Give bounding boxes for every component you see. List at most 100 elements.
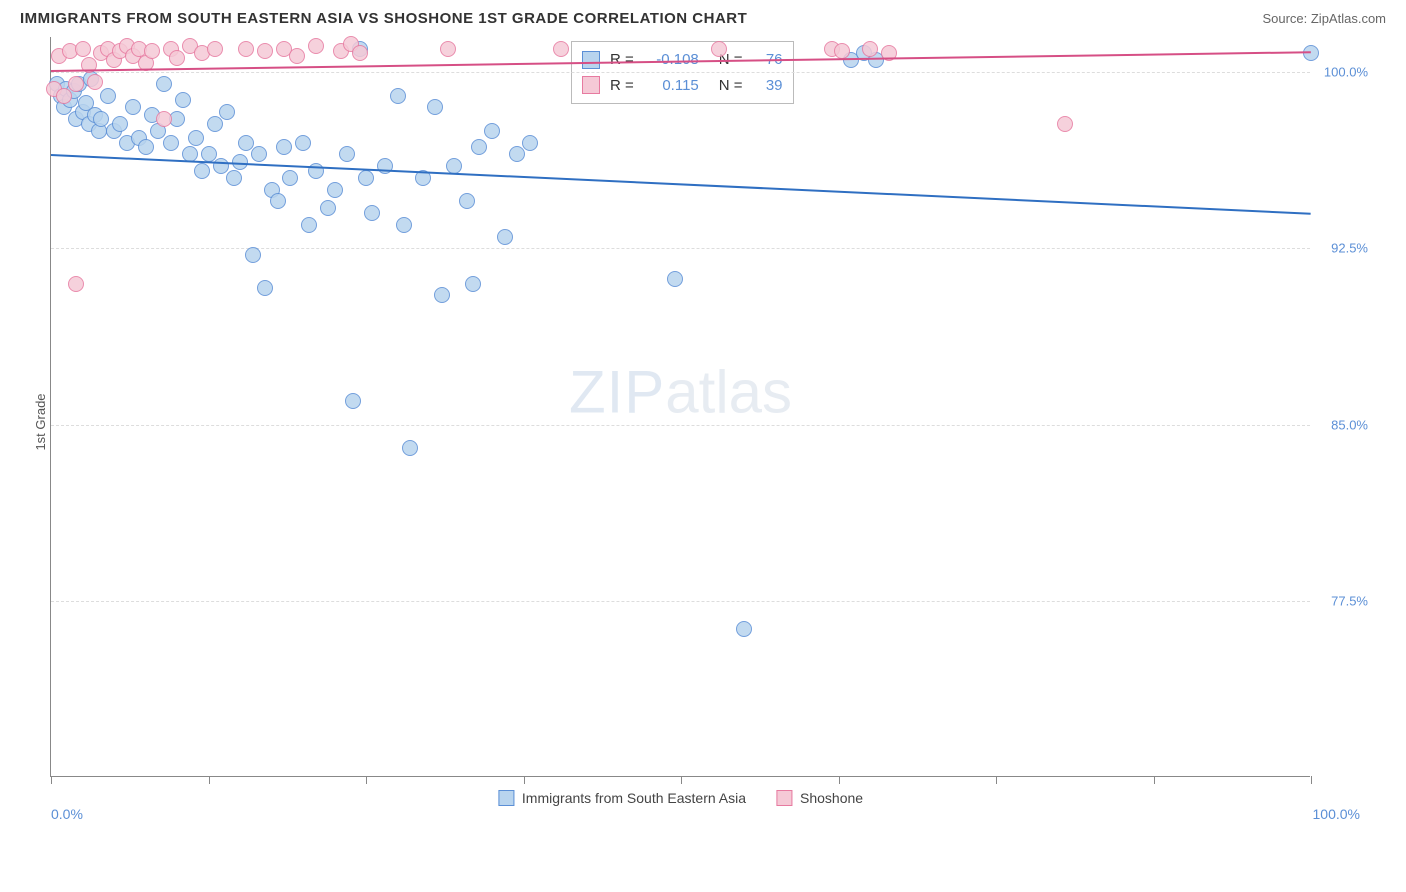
legend-swatch-pink xyxy=(776,790,792,806)
grid-line xyxy=(51,248,1310,249)
scatter-point-pink xyxy=(553,41,569,57)
x-tick xyxy=(366,776,367,784)
legend-item-pink: Shoshone xyxy=(776,790,863,806)
scatter-point-blue xyxy=(232,154,248,170)
scatter-point-pink xyxy=(87,74,103,90)
x-tick xyxy=(996,776,997,784)
scatter-point-blue xyxy=(276,139,292,155)
scatter-point-blue xyxy=(364,205,380,221)
scatter-point-blue xyxy=(396,217,412,233)
scatter-point-blue xyxy=(327,182,343,198)
y-tick-label: 85.0% xyxy=(1331,417,1368,432)
scatter-point-blue xyxy=(497,229,513,245)
scatter-point-blue xyxy=(245,247,261,263)
x-tick xyxy=(1311,776,1312,784)
n-label: N = xyxy=(719,73,743,99)
chart-container: 1st Grade ZIPatlas R = -0.108 N = 76 R =… xyxy=(50,37,1370,807)
scatter-point-blue xyxy=(465,276,481,292)
scatter-point-blue xyxy=(667,271,683,287)
x-tick xyxy=(209,776,210,784)
scatter-point-blue xyxy=(207,116,223,132)
y-axis-title: 1st Grade xyxy=(33,393,48,450)
scatter-point-blue xyxy=(100,88,116,104)
y-tick-label: 77.5% xyxy=(1331,593,1368,608)
scatter-point-blue xyxy=(427,99,443,115)
scatter-point-pink xyxy=(352,45,368,61)
r-label: R = xyxy=(610,73,634,99)
scatter-point-pink xyxy=(238,41,254,57)
scatter-point-blue xyxy=(339,146,355,162)
x-tick xyxy=(681,776,682,784)
x-tick xyxy=(524,776,525,784)
scatter-point-pink xyxy=(156,111,172,127)
watermark-part2: atlas xyxy=(665,358,792,425)
scatter-point-blue xyxy=(358,170,374,186)
scatter-point-blue xyxy=(226,170,242,186)
legend-item-blue: Immigrants from South Eastern Asia xyxy=(498,790,746,806)
scatter-point-blue xyxy=(522,135,538,151)
scatter-point-pink xyxy=(1057,116,1073,132)
legend-swatch-blue xyxy=(498,790,514,806)
legend-label-blue: Immigrants from South Eastern Asia xyxy=(522,790,746,806)
scatter-point-blue xyxy=(163,135,179,151)
scatter-point-blue xyxy=(295,135,311,151)
source-attribution: Source: ZipAtlas.com xyxy=(1262,11,1386,26)
x-tick xyxy=(839,776,840,784)
scatter-point-blue xyxy=(484,123,500,139)
scatter-point-blue xyxy=(301,217,317,233)
scatter-point-pink xyxy=(68,276,84,292)
scatter-point-blue xyxy=(1303,45,1319,61)
scatter-point-pink xyxy=(834,43,850,59)
scatter-point-blue xyxy=(175,92,191,108)
scatter-point-pink xyxy=(862,41,878,57)
scatter-point-blue xyxy=(471,139,487,155)
x-min-label: 0.0% xyxy=(51,806,83,822)
scatter-point-pink xyxy=(711,41,727,57)
scatter-point-blue xyxy=(138,139,154,155)
scatter-point-blue xyxy=(282,170,298,186)
scatter-point-blue xyxy=(459,193,475,209)
scatter-point-pink xyxy=(308,38,324,54)
correlation-row-pink: R = 0.115 N = 39 xyxy=(582,73,783,99)
y-tick-label: 100.0% xyxy=(1324,65,1368,80)
grid-line xyxy=(51,72,1310,73)
scatter-point-pink xyxy=(257,43,273,59)
scatter-point-pink xyxy=(440,41,456,57)
scatter-point-pink xyxy=(68,76,84,92)
r-value-pink: 0.115 xyxy=(644,73,699,99)
grid-line xyxy=(51,425,1310,426)
bottom-legend: Immigrants from South Eastern Asia Shosh… xyxy=(498,790,863,806)
legend-label-pink: Shoshone xyxy=(800,790,863,806)
scatter-point-blue xyxy=(112,116,128,132)
scatter-point-blue xyxy=(320,200,336,216)
scatter-point-blue xyxy=(257,280,273,296)
scatter-point-pink xyxy=(207,41,223,57)
scatter-point-pink xyxy=(169,50,185,66)
watermark-part1: ZIP xyxy=(569,358,665,425)
x-tick xyxy=(1154,776,1155,784)
scatter-point-blue xyxy=(194,163,210,179)
chart-title: IMMIGRANTS FROM SOUTH EASTERN ASIA VS SH… xyxy=(20,10,747,27)
scatter-point-blue xyxy=(434,287,450,303)
scatter-point-blue xyxy=(125,99,141,115)
scatter-point-blue xyxy=(390,88,406,104)
corr-swatch-pink xyxy=(582,76,600,94)
scatter-point-blue xyxy=(345,393,361,409)
scatter-point-pink xyxy=(75,41,91,57)
scatter-point-blue xyxy=(156,76,172,92)
scatter-point-pink xyxy=(56,88,72,104)
x-max-label: 100.0% xyxy=(1313,806,1360,822)
scatter-point-blue xyxy=(270,193,286,209)
scatter-point-pink xyxy=(144,43,160,59)
n-value-pink: 39 xyxy=(753,73,783,99)
x-tick xyxy=(51,776,52,784)
trend-line-blue xyxy=(51,154,1311,215)
scatter-point-pink xyxy=(289,48,305,64)
watermark: ZIPatlas xyxy=(569,357,792,426)
scatter-point-blue xyxy=(509,146,525,162)
scatter-point-blue xyxy=(402,440,418,456)
scatter-point-blue xyxy=(219,104,235,120)
scatter-plot-area: ZIPatlas R = -0.108 N = 76 R = 0.115 N =… xyxy=(50,37,1310,777)
scatter-point-blue xyxy=(251,146,267,162)
scatter-point-blue xyxy=(188,130,204,146)
